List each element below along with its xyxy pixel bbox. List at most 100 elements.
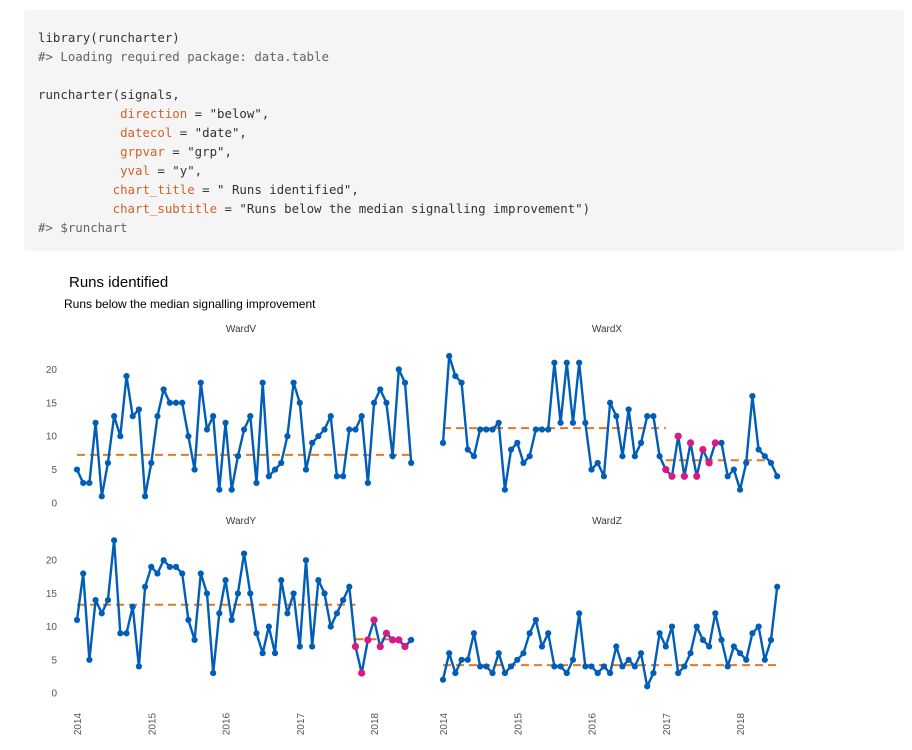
data-point — [606, 669, 614, 677]
data-point — [755, 623, 762, 630]
data-point — [340, 596, 347, 604]
data-point — [439, 676, 447, 683]
y-tick-label: 0 — [51, 689, 57, 700]
data-point — [495, 650, 502, 657]
code-line: chart_title = " Runs identified", — [38, 180, 359, 199]
data-point — [346, 426, 353, 433]
data-point — [619, 663, 626, 670]
data-point — [253, 479, 260, 487]
data-point — [309, 643, 316, 650]
data-point — [514, 656, 521, 663]
data-point — [458, 656, 465, 663]
run-point — [674, 432, 682, 440]
data-point — [234, 590, 242, 597]
x-tick-label: 2014 — [73, 712, 84, 735]
data-point — [247, 590, 254, 597]
code-line: grpvar = "grp", — [38, 142, 232, 161]
data-point — [631, 453, 638, 460]
code-output-line: #> $runchart — [38, 220, 128, 235]
data-point — [259, 379, 266, 386]
run-point — [370, 616, 378, 624]
data-point — [489, 669, 496, 677]
data-point — [290, 379, 297, 386]
run-point — [395, 636, 403, 644]
code-line: library(runcharter) — [38, 30, 180, 45]
data-point — [86, 656, 93, 663]
y-tick-label: 10 — [46, 432, 58, 443]
data-point — [98, 493, 105, 500]
data-point — [483, 663, 490, 670]
code-argument-value: = "Runs below the median signalling impr… — [217, 201, 591, 216]
facet-strip-label: WardV — [226, 324, 257, 335]
x-tick-label: 2017 — [296, 712, 307, 735]
data-point — [197, 379, 204, 386]
run-point — [351, 642, 360, 651]
run-point — [389, 636, 397, 644]
data-point — [545, 426, 552, 433]
data-point — [80, 479, 87, 487]
data-point — [774, 473, 781, 480]
data-point — [600, 473, 608, 480]
data-point — [477, 426, 484, 433]
data-point — [197, 570, 204, 577]
panel-wardv: WardV 0 5 10 15 20 — [46, 324, 415, 510]
data-point — [631, 663, 638, 670]
data-point — [557, 663, 564, 670]
y-tick-label: 10 — [46, 622, 58, 633]
data-point — [594, 459, 601, 467]
x-tick-label: 2017 — [662, 712, 673, 735]
run-point — [693, 472, 701, 480]
data-point — [154, 413, 161, 420]
data-point — [730, 466, 737, 473]
data-point — [104, 459, 112, 467]
data-point — [185, 433, 192, 440]
data-point — [446, 352, 453, 360]
run-point — [680, 472, 688, 480]
data-point — [166, 563, 173, 570]
x-tick-label: 2015 — [513, 712, 524, 735]
data-point — [240, 426, 248, 433]
data-point — [352, 426, 359, 433]
data-point — [464, 446, 471, 453]
data-point — [767, 636, 775, 643]
run-point — [705, 459, 713, 467]
data-point — [401, 379, 409, 386]
x-tick-label: 2016 — [588, 712, 599, 735]
data-point — [191, 466, 198, 473]
code-argument-value: = "date", — [172, 125, 247, 140]
y-tick-label: 5 — [51, 655, 57, 666]
data-point — [724, 663, 731, 670]
data-point — [526, 630, 533, 637]
chart-background — [0, 258, 912, 750]
data-point — [160, 557, 167, 564]
panel-wardz: WardZ 2014 2015 2016 2017 2018 — [439, 516, 781, 735]
data-point — [606, 399, 614, 406]
panel-wardx: WardX — [439, 324, 781, 493]
data-point — [117, 630, 124, 637]
y-tick-label: 0 — [51, 499, 57, 510]
data-point — [458, 379, 465, 386]
chart-subtitle: Runs below the median signalling improve… — [64, 297, 316, 311]
data-point — [464, 656, 471, 663]
data-point — [210, 413, 217, 420]
run-point — [364, 636, 372, 644]
data-point — [569, 419, 577, 426]
data-point — [520, 459, 527, 467]
facet-strip-label: WardY — [226, 516, 257, 527]
data-point — [576, 359, 583, 366]
data-point — [501, 486, 508, 493]
data-point — [179, 399, 186, 406]
data-point — [675, 669, 682, 677]
data-point — [216, 610, 223, 617]
data-point — [538, 426, 546, 433]
data-point — [761, 656, 768, 663]
data-point — [545, 630, 552, 637]
data-point — [302, 466, 310, 473]
data-point — [446, 650, 453, 657]
data-point — [637, 650, 645, 657]
data-point — [265, 473, 272, 480]
code-indent — [38, 106, 120, 121]
data-point — [179, 570, 186, 577]
data-point — [551, 663, 558, 670]
data-point — [228, 616, 235, 624]
